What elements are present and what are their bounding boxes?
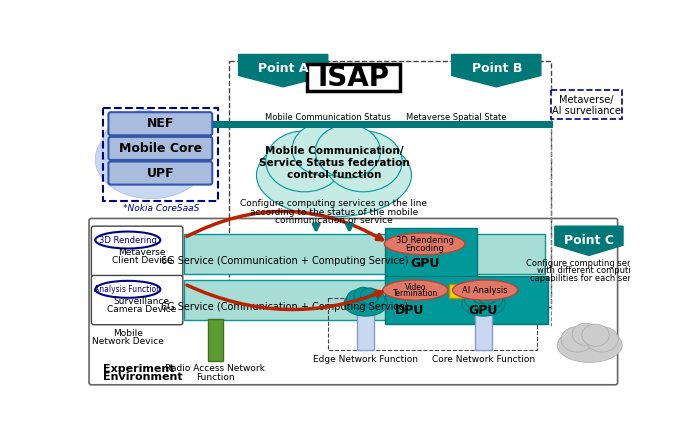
Text: Mobile: Mobile (113, 329, 143, 339)
Text: *Nokia CoreSaaS: *Nokia CoreSaaS (123, 204, 199, 213)
Ellipse shape (95, 232, 160, 248)
Text: according to the status of the mobile: according to the status of the mobile (250, 208, 418, 217)
FancyBboxPatch shape (108, 137, 212, 160)
FancyBboxPatch shape (385, 276, 548, 324)
Polygon shape (239, 54, 328, 87)
Ellipse shape (384, 233, 465, 254)
Text: capabilities for each service: capabilities for each service (530, 274, 648, 283)
Text: Experiment: Experiment (103, 364, 174, 374)
Ellipse shape (481, 290, 503, 309)
Text: Point C: Point C (564, 234, 614, 247)
FancyBboxPatch shape (108, 112, 212, 135)
Text: Metaverse/: Metaverse/ (559, 95, 614, 105)
FancyBboxPatch shape (208, 318, 223, 361)
Ellipse shape (344, 291, 387, 316)
FancyBboxPatch shape (475, 313, 492, 350)
Text: NEF: NEF (147, 117, 174, 130)
Text: 3D Rendering: 3D Rendering (395, 236, 454, 245)
Text: AI surveliance: AI surveliance (552, 106, 621, 116)
Text: Configure computing services: Configure computing services (526, 258, 652, 268)
Text: DPU: DPU (394, 304, 424, 318)
Text: Metaverse: Metaverse (118, 248, 165, 257)
Ellipse shape (292, 123, 357, 176)
Ellipse shape (95, 120, 207, 198)
Text: Metaverse Spatial State: Metaverse Spatial State (406, 113, 507, 122)
Text: 3D Rendering: 3D Rendering (99, 235, 157, 244)
Ellipse shape (383, 280, 448, 300)
Text: Analysis Function: Analysis Function (94, 285, 161, 294)
Ellipse shape (572, 323, 599, 345)
Text: Environment: Environment (103, 372, 183, 382)
Ellipse shape (464, 290, 486, 309)
Text: UPF: UPF (146, 167, 174, 179)
Ellipse shape (452, 280, 517, 300)
Ellipse shape (478, 288, 496, 304)
Ellipse shape (557, 328, 622, 363)
FancyBboxPatch shape (357, 313, 374, 350)
Text: AI Analysis: AI Analysis (462, 286, 508, 295)
Text: Surveillance: Surveillance (113, 297, 169, 306)
Polygon shape (452, 54, 541, 87)
Text: ISAP: ISAP (317, 64, 389, 92)
Text: Termination: Termination (393, 289, 438, 299)
FancyBboxPatch shape (208, 121, 552, 128)
Text: Mobile Communication/: Mobile Communication/ (265, 146, 403, 157)
Polygon shape (555, 226, 623, 255)
Text: Video: Video (405, 283, 426, 292)
Text: Core Network Function: Core Network Function (432, 355, 535, 364)
FancyBboxPatch shape (449, 284, 464, 298)
Ellipse shape (121, 110, 168, 160)
Text: GPU: GPU (410, 258, 440, 270)
FancyBboxPatch shape (184, 280, 545, 320)
Ellipse shape (256, 134, 412, 217)
Ellipse shape (586, 327, 618, 352)
Text: Client Device: Client Device (111, 256, 172, 265)
FancyBboxPatch shape (92, 276, 183, 325)
Text: GPU: GPU (468, 304, 498, 318)
Ellipse shape (360, 288, 379, 304)
Ellipse shape (266, 131, 343, 192)
FancyBboxPatch shape (184, 234, 545, 274)
Text: communication or service: communication or service (275, 216, 393, 225)
Ellipse shape (315, 125, 381, 178)
FancyBboxPatch shape (108, 161, 212, 185)
Text: Encoding: Encoding (405, 244, 444, 253)
Ellipse shape (138, 112, 185, 162)
Text: Point B: Point B (472, 62, 522, 75)
Text: Point A: Point A (258, 62, 309, 75)
Text: Function: Function (196, 373, 235, 381)
Text: Camera Device: Camera Device (107, 305, 176, 314)
FancyBboxPatch shape (551, 90, 622, 119)
Text: Mobile Communication Status: Mobile Communication Status (265, 113, 391, 122)
Text: Configure computing services on the line: Configure computing services on the line (241, 199, 428, 208)
Text: Service Status federation: Service Status federation (258, 158, 410, 168)
Text: Edge Network Function: Edge Network Function (313, 355, 418, 364)
Text: 6G Service (Communication + Computing Service): 6G Service (Communication + Computing Se… (162, 302, 409, 312)
Ellipse shape (462, 291, 505, 316)
Text: 6G Service (Communication + Computing Service): 6G Service (Communication + Computing Se… (162, 256, 409, 266)
Ellipse shape (144, 117, 200, 175)
Ellipse shape (363, 290, 385, 309)
FancyBboxPatch shape (92, 226, 183, 277)
Ellipse shape (325, 131, 402, 192)
Text: control function: control function (287, 170, 381, 179)
Text: Mobile Core: Mobile Core (119, 142, 202, 155)
FancyBboxPatch shape (385, 228, 477, 279)
Ellipse shape (354, 287, 372, 303)
FancyBboxPatch shape (89, 218, 617, 385)
Ellipse shape (95, 281, 160, 298)
Ellipse shape (346, 290, 368, 309)
Ellipse shape (561, 327, 594, 352)
Ellipse shape (472, 287, 490, 303)
Text: Radio Access Network: Radio Access Network (165, 364, 265, 373)
Ellipse shape (102, 117, 158, 175)
Ellipse shape (582, 324, 609, 346)
Text: Network Device: Network Device (92, 337, 164, 346)
FancyBboxPatch shape (307, 64, 400, 91)
Text: with different computing: with different computing (537, 266, 641, 275)
